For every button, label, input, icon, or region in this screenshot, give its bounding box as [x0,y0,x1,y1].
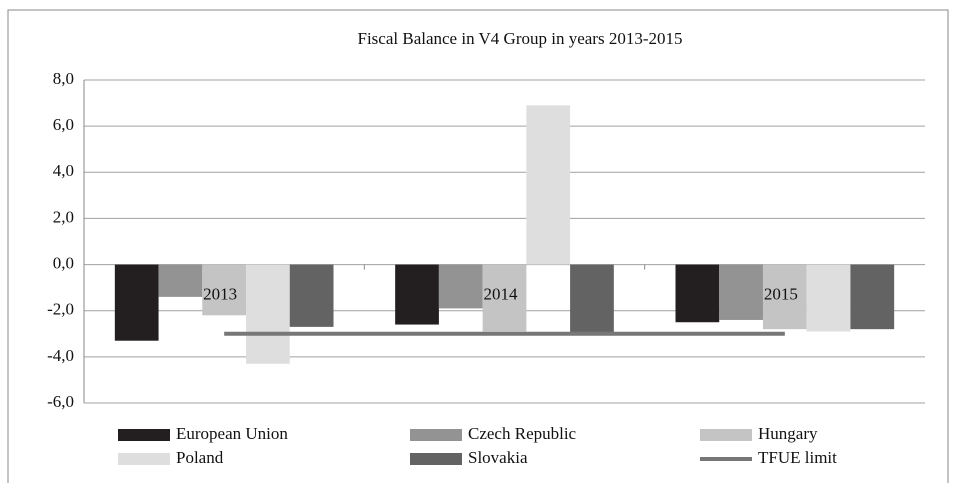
legend-label: Czech Republic [468,424,577,443]
bar [762,264,807,330]
y-tick-label: 0,0 [53,253,74,272]
x-tick-label: 2014 [484,284,519,303]
legend-label: Poland [176,448,224,467]
bar [202,264,247,316]
y-tick-label: 4,0 [53,161,74,180]
y-tick-label: -4,0 [47,346,74,365]
legend-swatch [700,429,752,441]
legend-swatch [118,429,170,441]
bar [246,264,290,364]
bar [806,264,851,332]
legend-swatch [410,429,462,441]
y-tick-label: 2,0 [53,207,74,226]
bar [850,264,895,330]
bar [719,264,763,320]
chart-title: Fiscal Balance in V4 Group in years 2013… [358,29,683,48]
chart-frame [7,9,949,483]
bar [675,264,720,323]
y-tick-label: 6,0 [53,115,74,134]
bar [482,264,527,332]
bar [395,264,439,325]
bar [526,105,571,265]
legend-swatch [410,453,462,465]
y-tick-label: -2,0 [47,300,74,319]
legend-label: Hungary [758,424,818,443]
legend-label: TFUE limit [758,448,837,467]
bar [158,264,203,297]
x-tick-label: 2013 [203,284,237,303]
x-tick-label: 2015 [764,284,798,303]
y-tick-label: 8,0 [53,69,74,88]
y-tick-label: -6,0 [47,392,74,411]
bar [570,264,614,334]
bar [438,264,483,309]
bar [114,264,159,341]
legend-swatch [118,453,170,465]
legend-label: Slovakia [468,448,528,467]
legend-label: European Union [176,424,288,443]
bar [289,264,334,327]
